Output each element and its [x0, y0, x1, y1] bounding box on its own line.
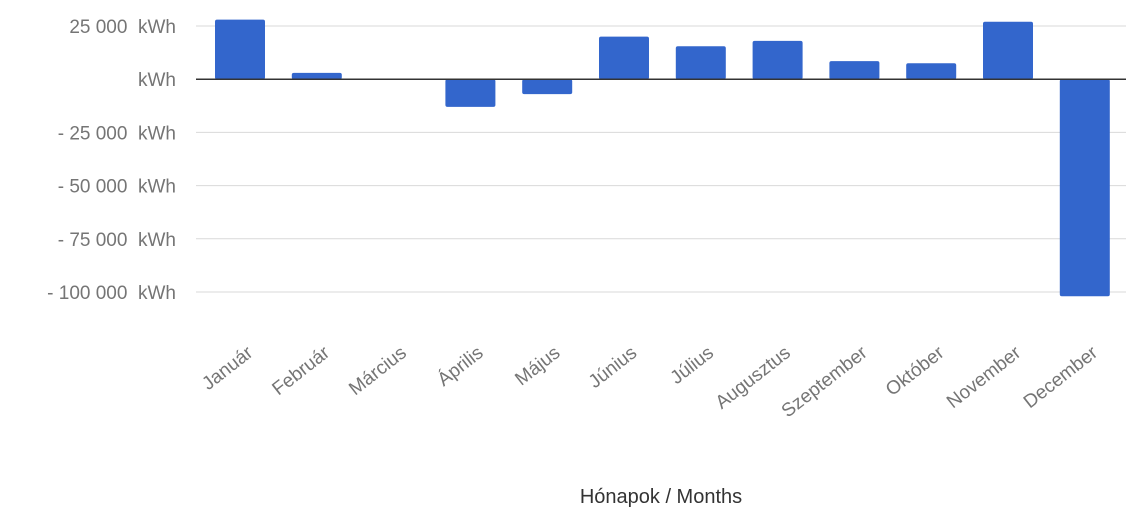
x-category-label: Szeptember	[778, 342, 872, 422]
bar	[829, 61, 880, 80]
x-category-label: Január	[198, 342, 257, 395]
bar	[445, 79, 496, 107]
bars	[215, 19, 1110, 297]
y-tick-label: - 75 000 kWh	[58, 230, 176, 251]
x-category-label: Február	[269, 342, 335, 400]
grid-lines	[196, 25, 1126, 293]
bar	[1059, 79, 1110, 297]
x-category-label: Március	[345, 342, 410, 399]
bar	[215, 19, 265, 80]
x-category-label: Április	[434, 342, 488, 390]
bar	[983, 21, 1033, 80]
bar	[291, 72, 342, 80]
x-category-label: December	[1020, 342, 1103, 413]
x-category-label: Május	[511, 342, 564, 390]
bar	[906, 63, 957, 80]
y-tick-label: - 50 000 kWh	[58, 177, 176, 198]
y-tick-label: kWh	[138, 70, 176, 91]
x-category-label: Július	[667, 342, 718, 388]
y-tick-label: - 25 000 kWh	[58, 123, 176, 144]
bar	[752, 40, 803, 80]
bar	[599, 36, 649, 80]
x-axis-title: Hónapok / Months	[580, 486, 742, 508]
x-axis-category-labels: Január Február Március Április Május Június Jú…	[198, 342, 1102, 422]
x-category-label: November	[943, 342, 1026, 413]
y-axis-tick-labels: 25 000 kWh kWh - 25 000 kWh - 50 000 kWh - 7…	[47, 17, 176, 304]
x-category-label: Október	[882, 342, 949, 401]
x-category-label: Június	[585, 342, 641, 392]
bar	[675, 46, 726, 80]
y-tick-label: 25 000 kWh	[69, 17, 176, 38]
bar	[522, 79, 573, 95]
y-tick-label: - 100 000 kWh	[47, 283, 176, 304]
